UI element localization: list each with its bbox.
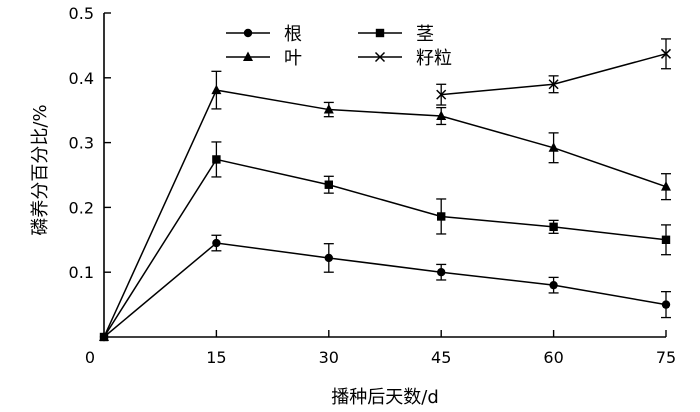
- x-tick-label-75: 75: [656, 348, 676, 367]
- x-axis-title: 播种后天数/d: [331, 387, 439, 408]
- legend-marker-1: [375, 28, 385, 38]
- series-0: [99, 234, 671, 342]
- series-0-point-4: [549, 280, 558, 290]
- x-tick-label-0: 0: [85, 348, 95, 367]
- legend-item-3: 籽粒: [358, 48, 452, 69]
- legend-item-1: 茎: [358, 24, 434, 45]
- x-tick-label-60: 60: [543, 348, 563, 367]
- legend-marker-2: [243, 51, 253, 61]
- series-1-line: [103, 158, 667, 338]
- y-axis-title: 磷养分百分比/%: [30, 104, 51, 235]
- series-2-point-1: [211, 84, 222, 95]
- y-tick-label-0-4: 0.4: [69, 69, 94, 88]
- series-3-point-0: [436, 89, 447, 100]
- series-3: [436, 38, 672, 106]
- series-1-point-5: [661, 235, 671, 244]
- series-1-point-2: [324, 180, 333, 189]
- series-2-point-5: [661, 181, 671, 191]
- x-tick-label-15: 15: [206, 348, 226, 367]
- series-2-point-0: [99, 331, 109, 341]
- series-0-point-1: [212, 238, 221, 248]
- legend-label-3: 籽粒: [416, 48, 452, 69]
- axes: [103, 13, 666, 338]
- x-tick-label-45: 45: [431, 348, 451, 367]
- series-1-point-3: [437, 212, 446, 221]
- legend-item-2: 叶: [226, 48, 302, 69]
- series-3-point-2: [660, 48, 672, 59]
- y-tick-label-0-5: 0.5: [69, 4, 94, 23]
- ticks: 0 15 30 45 60 75 0.1 0.2 0.3 0.4 0.5: [69, 4, 677, 367]
- series-2-point-4: [548, 142, 559, 152]
- legend-label-0: 根: [284, 24, 302, 45]
- legend-marker-3: [374, 51, 386, 63]
- series-2: [99, 70, 671, 341]
- y-tick-label-0-3: 0.3: [69, 134, 94, 153]
- legend-item-0: 根: [226, 24, 302, 45]
- series-2-line: [103, 89, 667, 338]
- series-layer: [99, 38, 672, 342]
- series-2-point-3: [436, 110, 447, 121]
- series-2-point-2: [323, 104, 334, 114]
- y-tick-label-0-1: 0.1: [69, 263, 94, 282]
- x-tick-label-30: 30: [319, 348, 339, 367]
- series-1: [99, 141, 671, 342]
- legend-label-2: 叶: [284, 48, 302, 69]
- series-1-point-1: [212, 155, 221, 164]
- series-0-line: [103, 242, 667, 338]
- series-3-point-1: [548, 79, 559, 90]
- legend-label-1: 茎: [416, 24, 434, 45]
- series-1-point-4: [549, 222, 558, 232]
- legend: 根 茎叶 籽粒: [226, 24, 452, 69]
- series-0-point-5: [661, 300, 671, 309]
- series-0-point-2: [324, 253, 333, 263]
- series-0-point-3: [437, 268, 446, 277]
- legend-marker-0: [243, 28, 253, 38]
- y-tick-label-0-2: 0.2: [69, 198, 94, 217]
